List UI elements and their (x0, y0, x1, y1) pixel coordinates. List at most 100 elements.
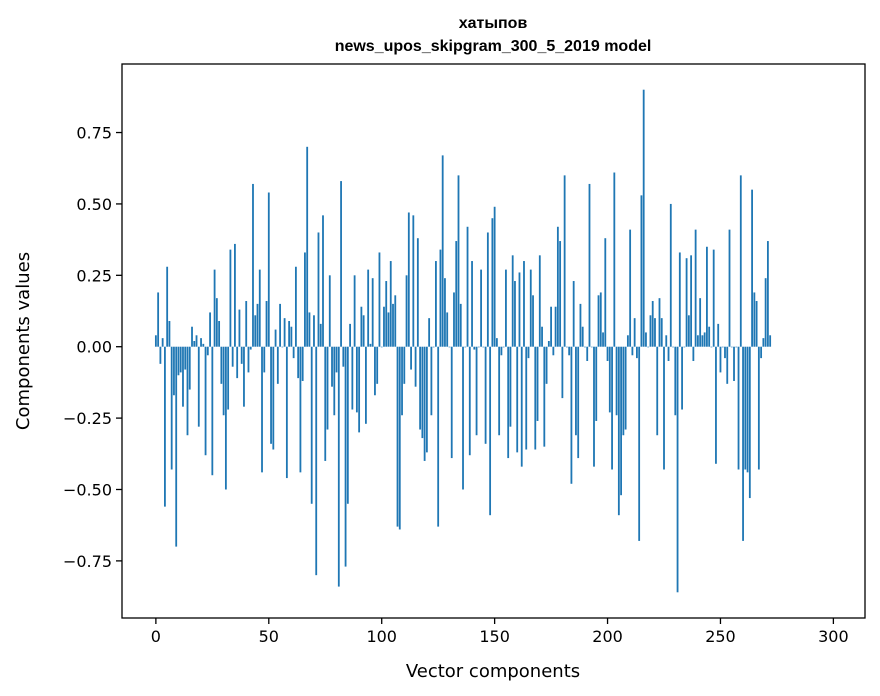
bar (624, 346, 627, 430)
bar (405, 275, 408, 347)
bar (315, 346, 318, 576)
bar (376, 346, 379, 384)
bar (663, 346, 665, 470)
bar (550, 306, 552, 347)
bar (493, 206, 496, 347)
bar (466, 226, 469, 347)
y-tick-label: −0.75 (63, 552, 112, 571)
bar (419, 346, 422, 430)
bar (344, 346, 347, 567)
bar (249, 346, 252, 350)
bar (556, 226, 559, 347)
bar (597, 295, 600, 347)
bar (231, 346, 234, 367)
bar (428, 318, 431, 347)
bar (349, 323, 351, 347)
bar (744, 346, 747, 470)
x-axis-label: Vector components (406, 661, 580, 682)
bar (468, 346, 471, 456)
y-axis: −0.75 −0.50 −0.25 0.00 0.25 0.50 0.75 (63, 124, 122, 571)
x-tick-label: 150 (479, 627, 510, 646)
bar (236, 346, 239, 379)
bar (669, 203, 672, 347)
bar (701, 335, 704, 347)
bar (529, 269, 532, 347)
bar (328, 275, 331, 347)
bar (748, 346, 751, 499)
bar (161, 338, 164, 347)
bar (342, 346, 345, 367)
bar (448, 346, 451, 348)
bar (489, 346, 492, 516)
bar (636, 346, 638, 359)
bar (261, 346, 263, 473)
bar (227, 346, 230, 410)
bar (518, 272, 521, 347)
bar (473, 346, 476, 350)
bar (495, 338, 498, 347)
bar (401, 346, 403, 416)
bar (708, 326, 711, 347)
bar (547, 341, 550, 347)
bar (211, 346, 214, 476)
bar (279, 303, 281, 347)
bar (545, 346, 548, 384)
x-tick-label: 200 (592, 627, 623, 646)
bar (742, 346, 744, 541)
y-tick-label: 0.25 (76, 266, 112, 285)
bar (326, 346, 329, 430)
bar (425, 346, 428, 453)
y-tick-label: 0.00 (76, 338, 112, 357)
bar (459, 303, 462, 347)
bar (538, 255, 541, 347)
bar (563, 175, 566, 347)
bar (464, 346, 467, 348)
bar (446, 312, 449, 347)
bar (633, 318, 636, 347)
bar (766, 241, 769, 347)
bar (687, 315, 690, 347)
bar (724, 346, 726, 359)
y-tick-label: 0.75 (76, 124, 112, 143)
bar (500, 346, 503, 356)
bar (285, 346, 288, 479)
bar (267, 192, 270, 347)
bar (640, 195, 643, 347)
bar (240, 346, 243, 364)
bar (439, 249, 442, 347)
bar (200, 338, 202, 347)
bar (719, 346, 722, 373)
bar (412, 215, 415, 347)
bar (602, 332, 604, 347)
bar (306, 146, 309, 347)
bar (613, 172, 616, 347)
bar (224, 346, 227, 490)
bar (507, 346, 510, 459)
bar (638, 346, 641, 541)
bar (658, 298, 661, 347)
bar (441, 155, 444, 347)
bar (398, 346, 401, 530)
bar (243, 346, 245, 407)
bar (184, 346, 187, 370)
bar (532, 295, 534, 347)
bar (294, 266, 297, 347)
bar (193, 341, 196, 347)
bar (247, 346, 250, 373)
bar (319, 323, 322, 347)
bar (410, 346, 412, 370)
bar (383, 306, 385, 347)
bar (188, 346, 191, 390)
bar (561, 346, 564, 399)
bar (615, 346, 618, 416)
bar (694, 229, 697, 347)
bar (471, 261, 473, 347)
bar (755, 301, 758, 347)
bar (760, 346, 763, 359)
bar (437, 346, 440, 527)
bar (706, 246, 708, 347)
bar (159, 346, 162, 364)
bar (536, 346, 539, 421)
bar (453, 292, 455, 347)
